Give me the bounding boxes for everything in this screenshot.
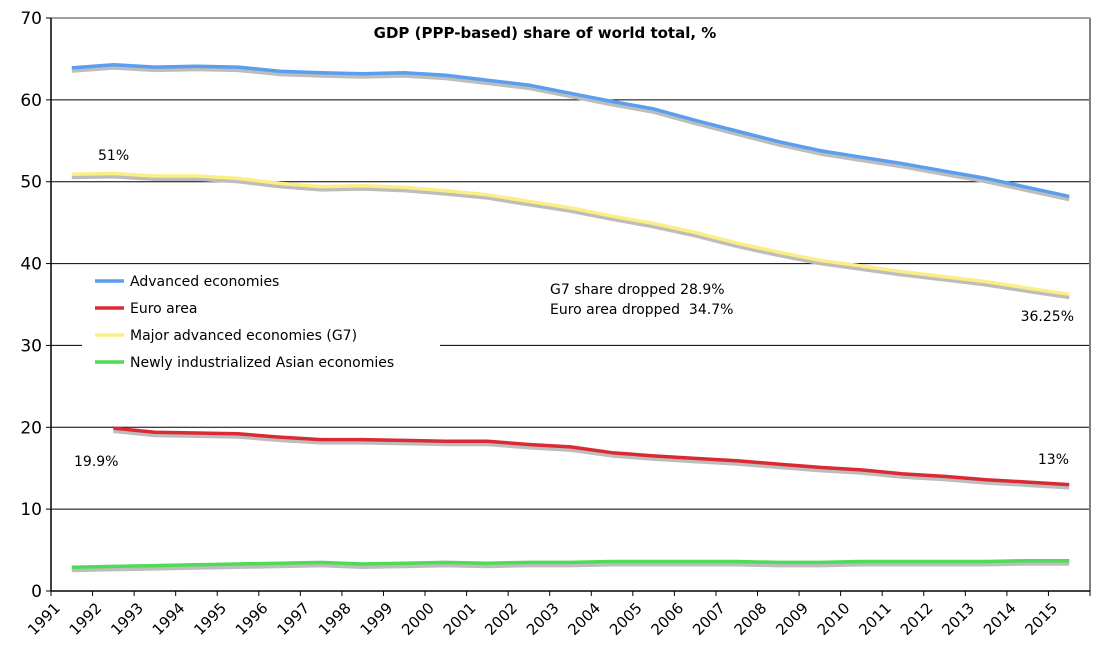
legend-label: Euro area bbox=[130, 301, 197, 317]
series-line-euro-area bbox=[113, 426, 1070, 487]
y-tick-label: 10 bbox=[20, 500, 42, 520]
legend-label: Newly industrialized Asian economies bbox=[130, 355, 394, 371]
x-tick-label: 2001 bbox=[440, 599, 480, 639]
x-tick-label: 2009 bbox=[772, 599, 812, 639]
series-line-newly-industrialized-asian-economies bbox=[71, 558, 1070, 570]
x-tick-label: 2007 bbox=[689, 599, 729, 639]
y-tick-label: 20 bbox=[20, 418, 42, 438]
x-tick-label: 1993 bbox=[107, 599, 147, 639]
x-tick-label: 2003 bbox=[523, 599, 563, 639]
annotation-g7-drop: G7 share dropped 28.9% bbox=[550, 282, 725, 298]
x-tick-label: 1995 bbox=[190, 599, 230, 639]
annotation-g7-end: 36.25% bbox=[1021, 309, 1074, 325]
x-tick-label: 2013 bbox=[938, 599, 978, 639]
series-shadow bbox=[113, 429, 1070, 490]
series-shadow bbox=[71, 174, 1070, 300]
x-tick-label: 2002 bbox=[481, 599, 521, 639]
y-tick-label: 70 bbox=[20, 9, 42, 29]
series-shadow bbox=[71, 65, 1070, 202]
x-tick-label: 2012 bbox=[897, 599, 937, 639]
y-tick-label: 30 bbox=[20, 336, 42, 356]
x-tick-label: 2006 bbox=[647, 599, 687, 639]
x-axis-ticks: 1991 1992 1993 1994 1995 1996 1997 1998 1999 2000… bbox=[24, 591, 1091, 639]
x-tick-label: 2004 bbox=[564, 599, 604, 639]
annotation-euro-end: 13% bbox=[1038, 452, 1069, 468]
x-tick-label: 1997 bbox=[273, 599, 313, 639]
x-tick-label: 2000 bbox=[398, 599, 438, 639]
x-tick-label: 2010 bbox=[814, 599, 854, 639]
y-axis-ticks: 0 10 20 30 40 50 60 70 bbox=[20, 9, 51, 602]
x-tick-label: 1991 bbox=[24, 599, 64, 639]
annotation-euro-start: 19.9% bbox=[74, 454, 118, 470]
series-shadow bbox=[71, 561, 1070, 573]
x-tick-label: 2015 bbox=[1022, 599, 1062, 639]
legend-label: Major advanced economies (G7) bbox=[130, 328, 357, 344]
series-lines bbox=[71, 62, 1070, 573]
legend: Advanced economies Euro area Major advance… bbox=[95, 274, 394, 371]
annotation-euro-drop: Euro area dropped 34.7% bbox=[550, 302, 733, 318]
x-tick-label: 2014 bbox=[980, 599, 1020, 639]
axes bbox=[50, 17, 1091, 592]
x-tick-label: 1996 bbox=[232, 599, 272, 639]
x-tick-label: 1994 bbox=[149, 599, 189, 639]
chart-title: GDP (PPP-based) share of world total, % bbox=[374, 24, 717, 42]
x-tick-label: 1992 bbox=[66, 599, 106, 639]
y-tick-label: 40 bbox=[20, 255, 42, 275]
legend-label: Advanced economies bbox=[130, 274, 279, 290]
x-tick-label: 1999 bbox=[357, 599, 397, 639]
annotation-g7-start: 51% bbox=[98, 148, 129, 164]
x-tick-label: 2011 bbox=[855, 599, 895, 639]
x-tick-label: 2005 bbox=[606, 599, 646, 639]
x-tick-label: 2008 bbox=[731, 599, 771, 639]
y-tick-label: 60 bbox=[20, 91, 42, 111]
legend-background bbox=[82, 266, 440, 376]
y-tick-label: 0 bbox=[31, 582, 42, 602]
x-tick-label: 1998 bbox=[315, 599, 355, 639]
y-tick-label: 50 bbox=[20, 173, 42, 193]
